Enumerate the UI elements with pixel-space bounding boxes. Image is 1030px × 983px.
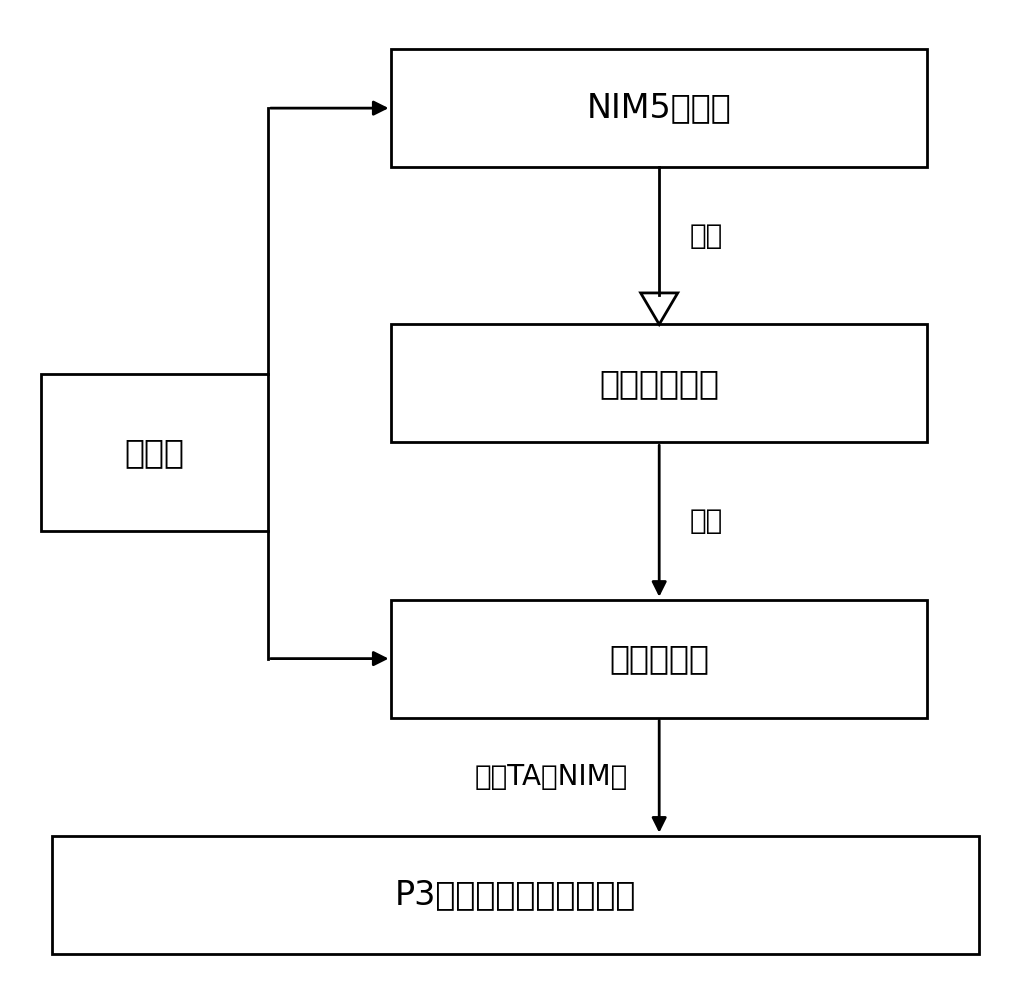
Bar — [391, 600, 927, 718]
Text: 相位微跃器: 相位微跃器 — [609, 642, 710, 675]
Text: 数据预估算法: 数据预估算法 — [599, 367, 719, 400]
Text: 数据: 数据 — [690, 222, 723, 250]
Bar — [391, 49, 927, 167]
Text: 氢钟组: 氢钟组 — [125, 435, 184, 469]
Text: 实时TA（NIM）: 实时TA（NIM） — [475, 763, 628, 790]
Bar — [41, 374, 268, 531]
Text: P3码时间频率比对接收机: P3码时间频率比对接收机 — [394, 878, 636, 911]
Text: 控制: 控制 — [690, 507, 723, 535]
Bar — [52, 836, 978, 954]
Bar — [391, 324, 927, 442]
Text: NIM5喷泉钟: NIM5喷泉钟 — [587, 91, 731, 125]
